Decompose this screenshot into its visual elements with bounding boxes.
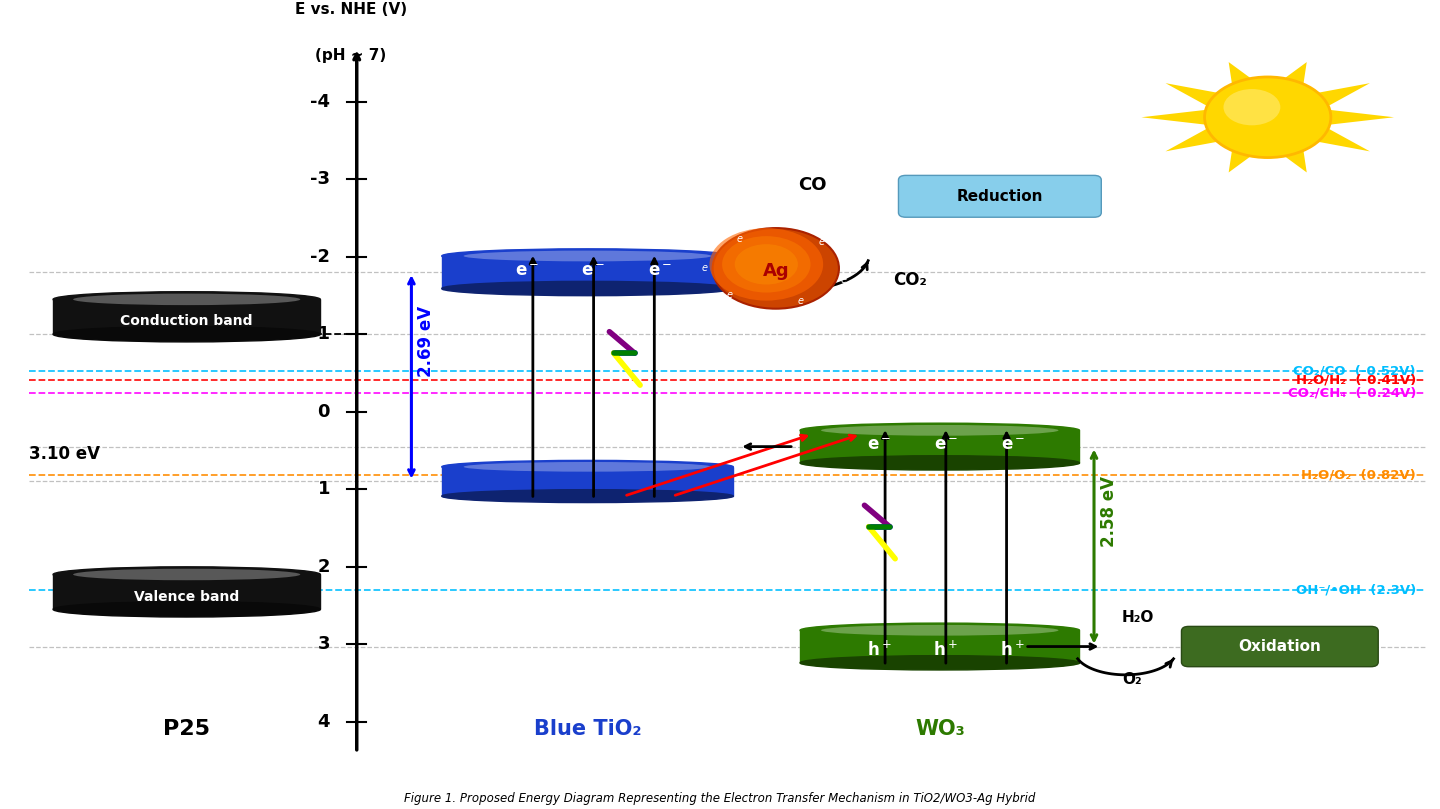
FancyBboxPatch shape <box>899 176 1102 218</box>
Ellipse shape <box>801 655 1080 670</box>
Polygon shape <box>1272 62 1306 93</box>
Ellipse shape <box>464 462 711 472</box>
FancyBboxPatch shape <box>1181 626 1378 667</box>
Polygon shape <box>1272 142 1306 172</box>
Ellipse shape <box>821 425 1058 436</box>
Text: e$^-$: e$^-$ <box>514 261 539 280</box>
Text: e: e <box>727 290 733 299</box>
Text: CO₂/CH₄  (-0.24V): CO₂/CH₄ (-0.24V) <box>1287 387 1416 400</box>
Text: e$^-$: e$^-$ <box>933 436 958 454</box>
Bar <box>53 574 320 609</box>
Text: 2: 2 <box>318 557 330 576</box>
Text: P25: P25 <box>163 719 210 739</box>
Text: 0: 0 <box>318 403 330 421</box>
Polygon shape <box>1308 128 1369 151</box>
Text: e: e <box>701 264 707 273</box>
Text: e: e <box>798 295 804 306</box>
Text: 2.58 eV: 2.58 eV <box>1100 476 1117 547</box>
Circle shape <box>1204 77 1331 158</box>
Text: CO₂/CO  (-0.52V): CO₂/CO (-0.52V) <box>1293 365 1416 378</box>
Text: H₂O: H₂O <box>1122 610 1155 625</box>
Polygon shape <box>1329 110 1394 125</box>
Polygon shape <box>1165 128 1228 151</box>
Text: H₂O/O₂  (0.82V): H₂O/O₂ (0.82V) <box>1302 468 1416 482</box>
Bar <box>801 430 1080 463</box>
Text: Conduction band: Conduction band <box>121 315 253 328</box>
Text: Figure 1. Proposed Energy Diagram Representing the Electron Transfer Mechanism i: Figure 1. Proposed Energy Diagram Repres… <box>405 792 1035 805</box>
Text: -1: -1 <box>310 325 330 343</box>
Text: h$^+$: h$^+$ <box>1001 640 1025 659</box>
Text: Blue TiO₂: Blue TiO₂ <box>534 719 641 739</box>
Text: -3: -3 <box>310 170 330 188</box>
Polygon shape <box>1308 83 1369 107</box>
Text: 4: 4 <box>318 713 330 731</box>
Ellipse shape <box>801 455 1080 470</box>
Ellipse shape <box>73 569 301 580</box>
Text: e$^-$: e$^-$ <box>867 436 891 454</box>
Circle shape <box>734 244 798 285</box>
Ellipse shape <box>53 602 320 617</box>
Text: O₂: O₂ <box>1122 671 1142 687</box>
Text: e$^-$: e$^-$ <box>1001 436 1025 454</box>
Text: 1: 1 <box>318 481 330 498</box>
Ellipse shape <box>53 327 320 342</box>
Polygon shape <box>1165 83 1228 107</box>
Ellipse shape <box>442 249 733 263</box>
Ellipse shape <box>53 567 320 582</box>
Circle shape <box>1224 89 1280 125</box>
Text: (pH ~ 7): (pH ~ 7) <box>315 48 386 63</box>
Ellipse shape <box>442 460 733 473</box>
Text: 3.10 eV: 3.10 eV <box>29 446 99 464</box>
Text: 3: 3 <box>318 635 330 653</box>
Text: e: e <box>737 234 743 244</box>
Text: WO₃: WO₃ <box>914 719 965 739</box>
Text: Reduction: Reduction <box>956 188 1043 204</box>
Text: CO₂: CO₂ <box>894 271 927 289</box>
Ellipse shape <box>442 489 733 502</box>
Circle shape <box>721 236 811 293</box>
Bar <box>442 467 733 496</box>
Text: Oxidation: Oxidation <box>1238 639 1322 654</box>
Text: e$^-$: e$^-$ <box>582 261 606 280</box>
Text: H₂O/H₂  (-0.41V): H₂O/H₂ (-0.41V) <box>1296 374 1416 387</box>
Text: Ag: Ag <box>762 262 789 281</box>
Circle shape <box>710 228 824 301</box>
Bar <box>53 299 320 334</box>
Ellipse shape <box>53 292 320 307</box>
Text: OH⁻/•OH  (2.3V): OH⁻/•OH (2.3V) <box>1296 583 1416 596</box>
Ellipse shape <box>801 623 1080 637</box>
Text: 2.69 eV: 2.69 eV <box>418 306 435 377</box>
Text: CO: CO <box>798 176 827 194</box>
Ellipse shape <box>801 423 1080 438</box>
Ellipse shape <box>821 625 1058 636</box>
Text: h$^+$: h$^+$ <box>933 640 958 659</box>
Text: e: e <box>840 275 847 285</box>
Text: e: e <box>819 237 825 247</box>
Bar <box>442 256 733 289</box>
Polygon shape <box>1228 62 1264 93</box>
Ellipse shape <box>442 282 733 295</box>
Text: -2: -2 <box>310 248 330 265</box>
Text: -4: -4 <box>310 93 330 111</box>
Ellipse shape <box>464 251 711 261</box>
Text: e$^-$: e$^-$ <box>648 261 672 280</box>
Polygon shape <box>1142 110 1207 125</box>
Text: h$^+$: h$^+$ <box>867 640 891 659</box>
Bar <box>801 630 1080 663</box>
Text: Valence band: Valence band <box>134 590 239 604</box>
Text: E vs. NHE (V): E vs. NHE (V) <box>295 2 406 16</box>
Ellipse shape <box>73 294 301 305</box>
Circle shape <box>713 228 840 309</box>
Polygon shape <box>1228 142 1264 172</box>
